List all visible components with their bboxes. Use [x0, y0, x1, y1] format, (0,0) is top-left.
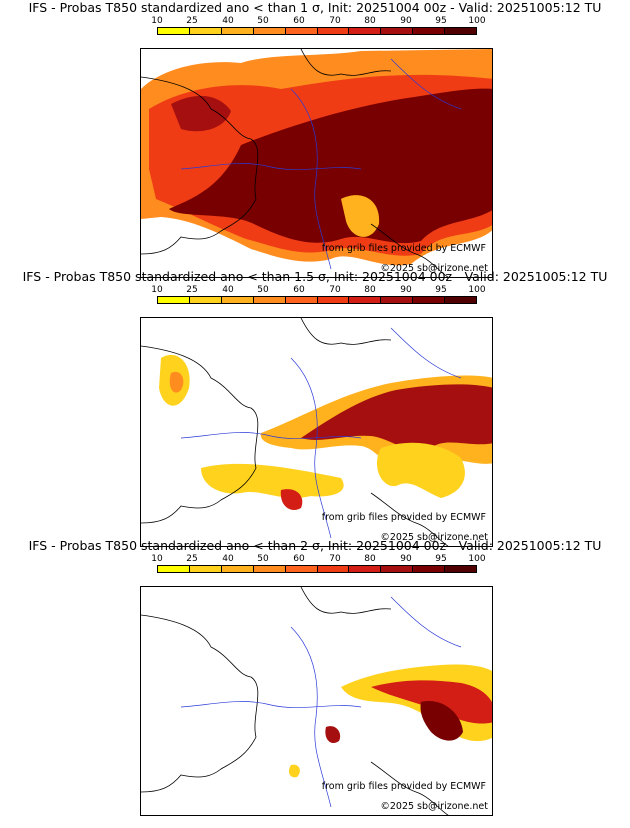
legend-ticks: 10 25 40 50 60 70 80 90 95 100: [151, 285, 485, 297]
panel-title: IFS - Probas T850 standardized ano < tha…: [28, 0, 602, 15]
color-scale-segment: [413, 297, 446, 303]
legend-tick: 80: [364, 554, 376, 564]
forecast-panel-1-5sigma: IFS - Probas T850 standardized ano < tha…: [0, 269, 630, 547]
legend-ticks: 10 25 40 50 60 70 80 90 95 100: [151, 554, 485, 566]
coastlines: [141, 587, 449, 815]
color-scale-segment: [158, 28, 190, 34]
color-scale-segment: [285, 297, 318, 303]
probability-field: [159, 354, 492, 510]
copyright-credit: ©2025 sb@irizone.net: [380, 801, 488, 812]
forecast-panel-1sigma: IFS - Probas T850 standardized ano < tha…: [0, 0, 630, 278]
color-scale-segment: [253, 297, 286, 303]
color-scale-segment: [285, 28, 318, 34]
legend-tick: 95: [435, 16, 447, 26]
legend-tick: 25: [186, 285, 198, 295]
color-scale-segment: [381, 566, 414, 572]
legend-tick: 10: [151, 16, 163, 26]
panel-title: IFS - Probas T850 standardized ano < tha…: [28, 538, 602, 553]
color-scale-segment: [445, 28, 477, 34]
coastlines: [141, 318, 449, 546]
legend-tick: 90: [400, 285, 412, 295]
legend-tick: 50: [257, 285, 269, 295]
color-scale-segment: [285, 566, 318, 572]
legend-tick: 60: [293, 554, 305, 564]
probability-map: from grib files provided by ECMWF ©2025 …: [140, 317, 493, 547]
color-scale-segment: [445, 566, 477, 572]
color-scale-segment: [381, 28, 414, 34]
legend-tick: 60: [293, 16, 305, 26]
color-scale-segment: [317, 28, 350, 34]
legend-tick: 40: [222, 16, 234, 26]
legend-tick: 60: [293, 285, 305, 295]
legend-tick: 40: [222, 554, 234, 564]
rivers: [180, 327, 462, 539]
color-scale-segment: [413, 28, 446, 34]
color-scale-segment: [317, 566, 350, 572]
probability-field: [289, 664, 492, 778]
color-scale-segment: [221, 297, 254, 303]
color-scale-segment: [221, 28, 254, 34]
legend-tick: 80: [364, 285, 376, 295]
color-scale-segment: [158, 297, 190, 303]
legend-tick: 25: [186, 554, 198, 564]
legend-tick: 10: [151, 554, 163, 564]
data-provider-credit: from grib files provided by ECMWF: [321, 781, 486, 792]
probability-map: from grib files provided by ECMWF ©2025 …: [140, 48, 493, 278]
map-canvas: [141, 587, 492, 815]
color-scale-segment: [349, 566, 382, 572]
legend-ticks: 10 25 40 50 60 70 80 90 95 100: [151, 16, 485, 28]
color-scale-segment: [349, 28, 382, 34]
legend-tick: 10: [151, 285, 163, 295]
color-scale-segment: [381, 297, 414, 303]
color-scale: [157, 27, 477, 35]
legend-tick: 50: [257, 16, 269, 26]
copyright-credit: ©2025 sb@irizone.net: [380, 263, 488, 274]
legend-tick: 95: [435, 285, 447, 295]
color-scale-segment: [253, 566, 286, 572]
legend-tick: 70: [329, 285, 341, 295]
copyright-credit: ©2025 sb@irizone.net: [380, 532, 488, 543]
color-scale-segment: [189, 28, 222, 34]
rivers: [180, 58, 462, 270]
map-canvas: [141, 318, 492, 546]
probability-field: [141, 49, 492, 266]
rivers: [180, 596, 462, 808]
color-scale: [157, 565, 477, 573]
panel-title: IFS - Probas T850 standardized ano < tha…: [22, 269, 608, 284]
forecast-panel-2sigma: IFS - Probas T850 standardized ano < tha…: [0, 538, 630, 816]
legend-tick: 100: [468, 285, 486, 295]
color-scale-segment: [253, 28, 286, 34]
legend-tick: 80: [364, 16, 376, 26]
data-provider-credit: from grib files provided by ECMWF: [321, 512, 486, 523]
probability-map: from grib files provided by ECMWF ©2025 …: [140, 586, 493, 816]
legend-tick: 50: [257, 554, 269, 564]
legend-tick: 100: [468, 16, 486, 26]
color-scale-segment: [189, 297, 222, 303]
color-scale-segment: [158, 566, 190, 572]
color-scale-segment: [189, 566, 222, 572]
color-scale-segment: [221, 566, 254, 572]
legend-tick: 95: [435, 554, 447, 564]
color-scale: [157, 296, 477, 304]
legend-tick: 90: [400, 554, 412, 564]
color-scale-segment: [445, 297, 477, 303]
legend-tick: 100: [468, 554, 486, 564]
color-scale-segment: [317, 297, 350, 303]
color-scale-segment: [349, 297, 382, 303]
data-provider-credit: from grib files provided by ECMWF: [321, 243, 486, 254]
legend-tick: 90: [400, 16, 412, 26]
color-scale-segment: [413, 566, 446, 572]
legend-tick: 70: [329, 16, 341, 26]
map-canvas: [141, 49, 492, 277]
legend-tick: 40: [222, 285, 234, 295]
legend-tick: 70: [329, 554, 341, 564]
legend-tick: 25: [186, 16, 198, 26]
coastlines: [141, 49, 449, 277]
